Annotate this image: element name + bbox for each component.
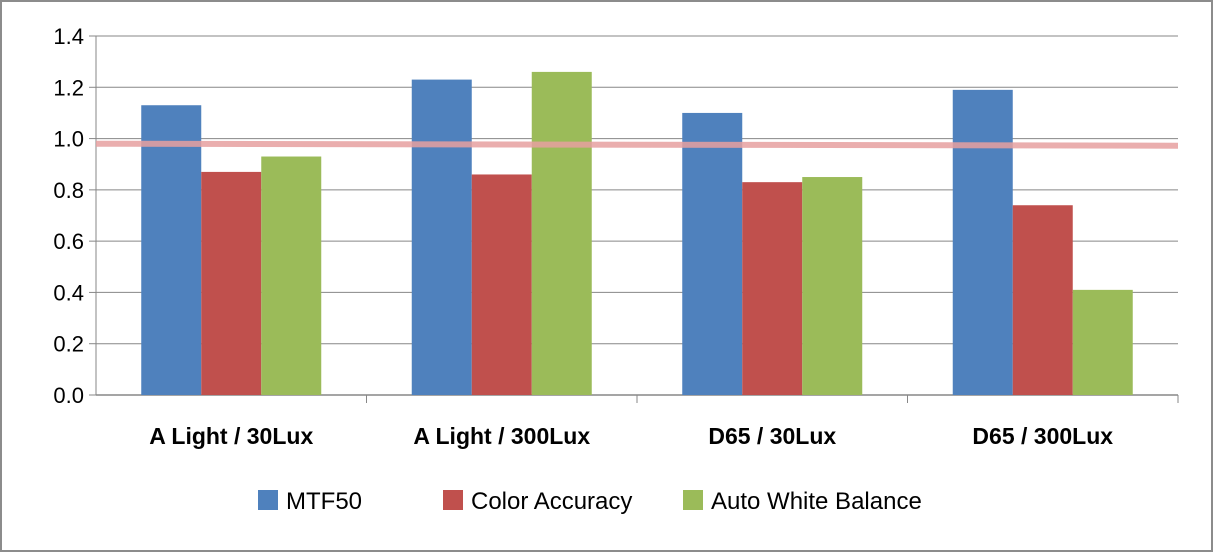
y-tick-label: 1.2	[53, 75, 84, 100]
legend-swatch	[443, 490, 463, 510]
y-axis-ticks: 0.0 0.2 0.4 0.6 0.8 1.0 1.2 1.4	[53, 24, 84, 408]
bar	[682, 112, 743, 395]
bars	[141, 71, 1133, 396]
bar	[141, 105, 202, 395]
y-tick-label: 0.4	[53, 280, 84, 305]
y-tick-label: 0.2	[53, 332, 84, 357]
bar	[802, 177, 863, 395]
legend-label: Auto White Balance	[711, 488, 922, 515]
bar	[471, 174, 532, 395]
bar	[952, 89, 1013, 395]
x-category-label: A Light / 300Lux	[413, 423, 590, 449]
x-category-label: A Light / 30Lux	[149, 423, 313, 449]
bar	[261, 156, 322, 395]
x-axis-categories: A Light / 30Lux A Light / 300Lux D65 / 30L…	[149, 423, 1113, 449]
bar	[531, 71, 592, 396]
legend-swatch	[683, 490, 703, 510]
x-category-label: D65 / 300Lux	[972, 423, 1113, 449]
legend-label: MTF50	[286, 488, 362, 515]
legend-label: Color Accuracy	[471, 488, 632, 515]
reference-line	[95, 140, 1179, 149]
bar	[201, 171, 262, 395]
legend: MTF50 Color Accuracy Auto White Balance	[258, 488, 922, 515]
bar	[1012, 205, 1073, 395]
y-tick-label: 0.8	[53, 178, 84, 203]
bar	[1072, 289, 1133, 395]
reference-line-group	[95, 140, 1179, 149]
legend-swatch	[258, 490, 278, 510]
y-tick-label: 1.4	[53, 24, 84, 49]
x-category-label: D65 / 30Lux	[708, 423, 836, 449]
bar	[742, 182, 803, 395]
y-tick-label: 0.0	[53, 383, 84, 408]
bar	[411, 79, 472, 395]
y-tick-label: 0.6	[53, 229, 84, 254]
y-tick-label: 1.0	[53, 127, 84, 152]
